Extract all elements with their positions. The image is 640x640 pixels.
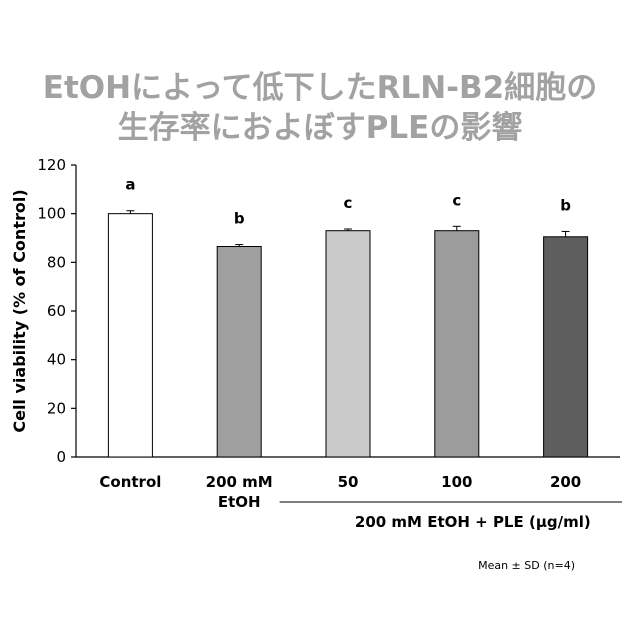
x-tick-label-2-0: 50	[338, 473, 359, 491]
y-tick-label-100: 100	[37, 205, 66, 223]
chart-bars	[108, 211, 587, 457]
significance-letter-2: c	[344, 194, 353, 212]
y-axis-label: Cell viability (% of Control)	[10, 189, 29, 432]
significance-letter-3: c	[452, 191, 461, 209]
bar-3	[435, 231, 479, 457]
group-label: 200 mM EtOH + PLE (µg/ml)	[355, 513, 591, 531]
x-tick-label-3-0: 100	[441, 473, 472, 491]
bar-4	[544, 237, 588, 457]
y-tick-label-20: 20	[47, 399, 66, 417]
significance-letter-0: a	[125, 176, 135, 194]
y-tick-label-120: 120	[37, 156, 66, 174]
significance-letter-1: b	[234, 210, 245, 228]
x-tick-label-0-0: Control	[99, 473, 161, 491]
chart-axes: 0 20 40 60 80 100 120 Cell viability (% of Cont…	[10, 156, 620, 466]
y-tick-label-40: 40	[47, 351, 66, 369]
x-tick-label-1-0: 200 mM	[206, 473, 273, 491]
x-tick-label-4-0: 200	[550, 473, 581, 491]
bar-1	[217, 247, 261, 457]
y-tick-label-0: 0	[56, 448, 66, 466]
bar-2	[326, 231, 370, 457]
y-tick-label-60: 60	[47, 302, 66, 320]
y-tick-label-80: 80	[47, 253, 66, 271]
significance-letter-4: b	[560, 196, 571, 214]
bar-0	[108, 214, 152, 457]
x-tick-label-1-1: EtOH	[218, 493, 261, 511]
stats-note: Mean ± SD (n=4)	[478, 559, 575, 572]
